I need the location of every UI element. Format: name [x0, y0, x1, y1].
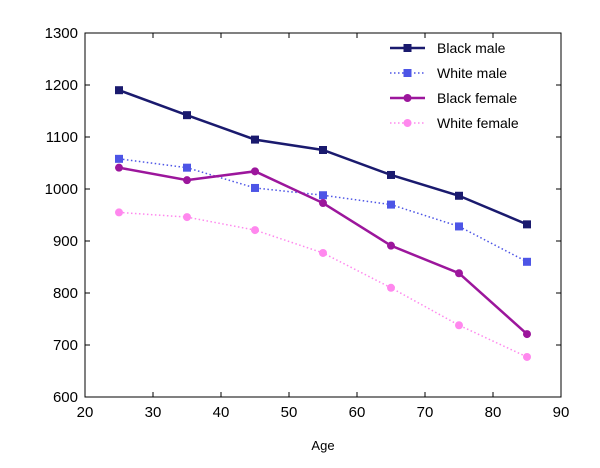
data-point-white-female [319, 248, 327, 257]
legend-swatch-marker [403, 69, 412, 77]
data-point-black-male [115, 86, 123, 95]
data-point-white-female [115, 208, 123, 217]
data-point-black-female [183, 176, 191, 185]
legend-label: Black male [437, 40, 506, 56]
axis-ticks: 20 30 40 50 60 70 80 90 600 700 800 900 1000 1100 1200… [45, 25, 570, 421]
legend-label: White female [437, 115, 519, 131]
series-line-white-male [118, 158, 528, 263]
legend: Black male White male Black female White fe… [390, 40, 519, 131]
data-point-white-female [455, 321, 463, 330]
legend-label: Black female [437, 90, 517, 106]
data-point-white-female [387, 283, 395, 292]
data-point-white-male [115, 154, 123, 163]
data-point-white-male [251, 183, 259, 192]
y-tick-label: 1100 [46, 129, 78, 146]
data-point-black-female [523, 330, 531, 339]
series-line-white-female [118, 211, 528, 358]
y-tick-label: 600 [53, 389, 78, 406]
y-tick-label: 1000 [45, 181, 78, 198]
legend-label: White male [437, 65, 507, 81]
data-point-black-male [183, 111, 191, 120]
data-point-white-male [319, 191, 327, 200]
series-layer [115, 86, 531, 361]
x-tick-label: 80 [485, 404, 502, 421]
data-point-white-male [183, 163, 191, 172]
legend-item-white-male: White male [390, 65, 507, 81]
x-tick-label: 30 [145, 404, 162, 421]
series-white-female [115, 208, 531, 361]
series-black-female [115, 163, 531, 339]
legend-item-black-female: Black female [390, 90, 517, 106]
data-point-black-female [251, 167, 259, 176]
data-point-white-male [523, 257, 531, 266]
legend-swatch-marker [403, 44, 412, 52]
data-point-black-female [319, 199, 327, 208]
data-point-black-female [115, 163, 123, 172]
x-axis-title: Age [311, 438, 334, 453]
y-tick-label: 700 [53, 337, 78, 354]
legend-swatch-marker [403, 119, 412, 127]
data-point-white-female [251, 226, 259, 235]
data-point-white-female [183, 213, 191, 222]
plot-area-frame [84, 32, 562, 398]
data-point-black-male [319, 146, 327, 154]
x-tick-label: 90 [553, 404, 570, 421]
data-point-white-male [387, 200, 395, 209]
y-tick-label: 1300 [45, 25, 78, 42]
legend-item-black-male: Black male [390, 40, 506, 56]
x-tick-label: 50 [281, 404, 298, 421]
data-point-black-male [455, 191, 463, 200]
data-point-black-male [251, 135, 259, 144]
data-point-black-female [455, 269, 463, 278]
x-tick-label: 60 [349, 404, 366, 421]
legend-item-white-female: White female [390, 115, 519, 131]
y-tick-label: 1200 [45, 77, 78, 94]
data-point-black-male [523, 220, 531, 229]
series-white-male [115, 154, 531, 266]
x-tick-label: 20 [77, 404, 94, 421]
y-tick-label: 800 [53, 285, 78, 302]
series-black-male [115, 86, 531, 229]
x-tick-label: 40 [213, 404, 230, 421]
x-tick-label: 70 [417, 404, 434, 421]
data-point-black-male [387, 170, 395, 179]
data-point-black-female [387, 241, 395, 250]
data-point-white-male [455, 222, 463, 231]
y-tick-label: 900 [53, 233, 78, 250]
data-point-white-female [523, 352, 531, 361]
legend-swatch-marker [403, 94, 412, 102]
